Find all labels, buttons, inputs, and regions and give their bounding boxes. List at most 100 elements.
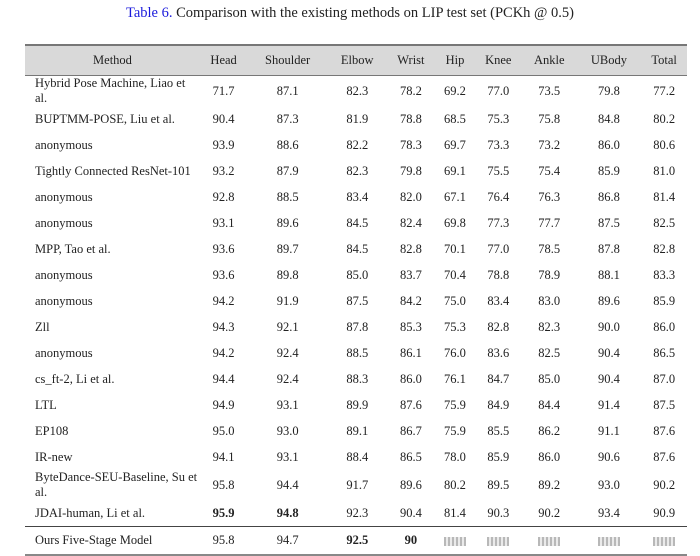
value-cell: 79.8	[399, 163, 422, 178]
value-cell: 89.8	[276, 267, 299, 282]
value-cell: 70.4	[444, 267, 466, 282]
value-cell: 92.3	[346, 505, 369, 520]
value-cell: 89.1	[346, 423, 369, 438]
value-cell: 70.1	[444, 241, 466, 256]
value-cell: 82.5	[538, 345, 561, 360]
value-cell: 86.5	[653, 345, 676, 360]
value-cell: 83.3	[653, 267, 676, 282]
method-cell: anonymous	[35, 137, 93, 152]
table-row: Hybrid Pose Machine, Liao et al. 71.7 87.1…	[25, 76, 687, 107]
value-cell: 88.3	[346, 371, 369, 386]
value-cell: 71.7	[212, 83, 235, 98]
value-cell: 80.6	[653, 137, 676, 152]
value-cell: 78.2	[399, 83, 422, 98]
method-cell: LTL	[35, 397, 57, 412]
value-cell: 90.4	[399, 505, 422, 520]
column-header: Elbow	[340, 53, 374, 67]
value-cell: 86.0	[597, 137, 620, 152]
value-cell	[522, 527, 577, 556]
method-cell: anonymous	[35, 345, 93, 360]
value-cell: 67.1	[444, 189, 466, 204]
column-header: Knee	[485, 53, 512, 67]
value-cell: 73.2	[538, 137, 561, 152]
value-cell: 94.1	[212, 449, 235, 464]
value-cell: 77.7	[538, 215, 561, 230]
value-cell: 91.1	[597, 423, 620, 438]
value-cell: 93.4	[597, 505, 620, 520]
value-cell: 84.4	[538, 397, 561, 412]
value-cell: 84.8	[597, 111, 620, 126]
value-cell: 90.2	[538, 505, 561, 520]
value-cell: 90.0	[597, 319, 620, 334]
caption-text: Comparison with the existing methods on …	[172, 5, 574, 21]
value-cell: 93.2	[212, 163, 235, 178]
value-cell: 87.9	[276, 163, 299, 178]
value-cell: 90.3	[487, 505, 510, 520]
method-cell: JDAI-human, Li et al.	[35, 505, 146, 520]
value-cell: 75.9	[444, 397, 466, 412]
value-cell: 68.5	[444, 111, 466, 126]
value-cell: 84.9	[487, 397, 510, 412]
column-header: Total	[651, 53, 677, 67]
value-cell: 94.3	[212, 319, 235, 334]
value-cell: 88.5	[276, 189, 299, 204]
value-cell: 94.2	[212, 345, 235, 360]
value-cell: 80.2	[444, 477, 466, 492]
value-cell: 76.1	[444, 371, 466, 386]
method-cell: anonymous	[35, 189, 93, 204]
column-header: Head	[210, 53, 237, 67]
column-header: Shoulder	[265, 53, 311, 67]
method-cell: anonymous	[35, 215, 93, 230]
value-cell: 87.8	[346, 319, 369, 334]
table-row: ByteDance-SEU-Baseline, Su et al. 95.8 94.…	[25, 470, 687, 500]
value-cell: 93.0	[597, 477, 620, 492]
value-cell: 88.1	[597, 267, 620, 282]
column-header: Method	[93, 53, 132, 67]
value-cell: 87.0	[653, 371, 676, 386]
method-cell: cs_ft-2, Li et al.	[35, 371, 115, 386]
value-cell: 85.9	[653, 293, 676, 308]
method-cell: BUPTMM-POSE, Liu et al.	[35, 111, 175, 126]
value-cell: 80.2	[653, 111, 676, 126]
value-cell: 92.5	[346, 533, 369, 547]
value-cell: 86.7	[399, 423, 422, 438]
value-cell: 77.0	[487, 241, 510, 256]
value-cell: 76.4	[487, 189, 510, 204]
value-cell: 87.1	[276, 83, 299, 98]
value-cell: 91.9	[276, 293, 299, 308]
obscured-value	[538, 536, 561, 546]
value-cell: 92.4	[276, 345, 299, 360]
table-row: Tightly Connected ResNet-101 93.2 87.9 82.3…	[25, 158, 687, 184]
value-cell: 93.1	[276, 449, 299, 464]
value-cell: 95.9	[212, 505, 235, 520]
value-cell: 89.6	[399, 477, 422, 492]
value-cell: 75.5	[487, 163, 510, 178]
value-cell: 86.8	[597, 189, 620, 204]
value-cell: 94.4	[212, 371, 235, 386]
value-cell: 75.4	[538, 163, 561, 178]
value-cell: 69.7	[444, 137, 466, 152]
table-row: BUPTMM-POSE, Liu et al. 90.4 87.3 81.9 78.8 6…	[25, 106, 687, 132]
value-cell: 75.9	[444, 423, 466, 438]
value-cell	[475, 527, 522, 556]
value-cell: 78.8	[487, 267, 510, 282]
method-cell: Hybrid Pose Machine, Liao et al.	[35, 76, 186, 105]
value-cell: 88.4	[346, 449, 369, 464]
value-cell: 76.3	[538, 189, 561, 204]
value-cell: 88.6	[276, 137, 299, 152]
table-row: MPP, Tao et al. 93.6 89.7 84.5 82.8 70.1 77.0 7…	[25, 236, 687, 262]
value-cell: 82.8	[653, 241, 676, 256]
table-row: anonymous 93.1 89.6 84.5 82.4 69.8 77.3 77.7 87.…	[25, 210, 687, 236]
value-cell: 85.9	[597, 163, 620, 178]
method-cell: IR-new	[35, 449, 73, 464]
value-cell: 83.0	[538, 293, 561, 308]
value-cell: 85.9	[487, 449, 510, 464]
value-cell: 87.5	[597, 215, 620, 230]
value-cell: 82.3	[346, 83, 369, 98]
value-cell: 94.2	[212, 293, 235, 308]
value-cell: 84.2	[399, 293, 422, 308]
value-cell: 90	[404, 533, 418, 547]
table-row: Zll 94.3 92.1 87.8 85.3 75.3 82.8 82.3 90.0 86.0	[25, 314, 687, 340]
table-caption: Table 6. Comparison with the existing me…	[0, 5, 700, 22]
value-cell: 82.4	[399, 215, 422, 230]
